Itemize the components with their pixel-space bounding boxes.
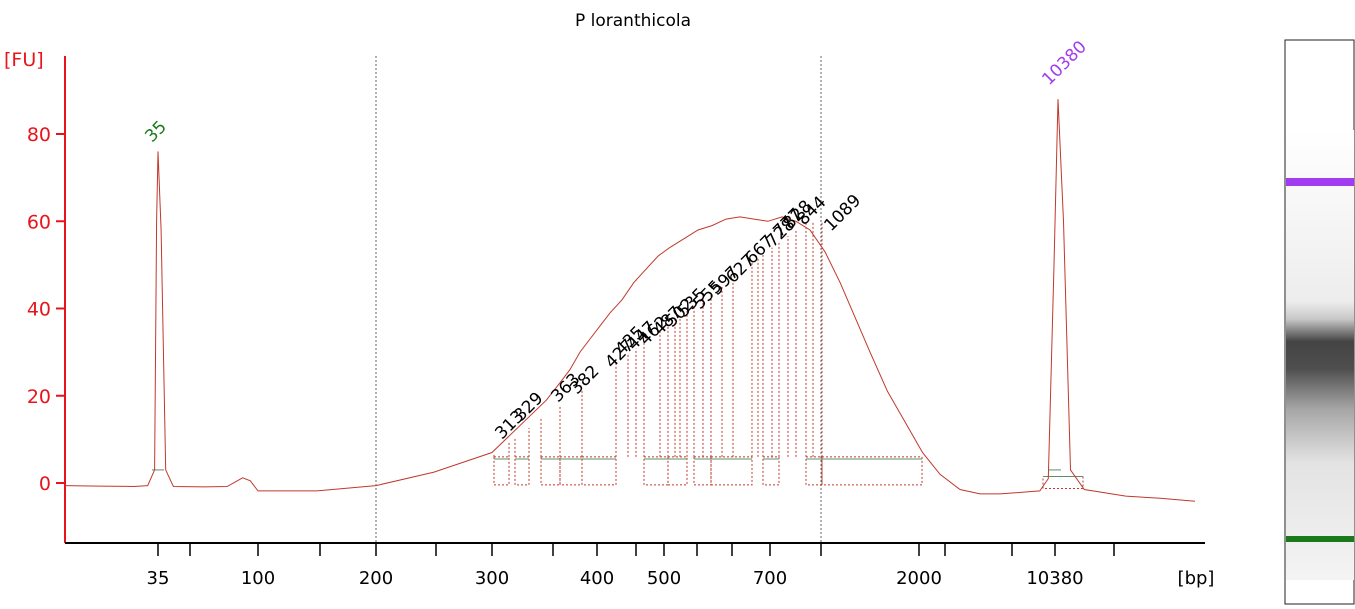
- fraction-box: [762, 456, 780, 486]
- fraction-box: [514, 456, 530, 486]
- fraction-box: [693, 456, 712, 486]
- x-tick-label: 10380: [1026, 568, 1083, 589]
- fraction-box: [540, 456, 561, 486]
- fraction-box: [821, 456, 923, 486]
- chart-title: P loranthicola: [575, 11, 691, 31]
- y-axis-label: [FU]: [4, 49, 44, 71]
- fraction-box: [710, 456, 753, 486]
- fraction-box: [805, 456, 823, 486]
- fraction-box: [581, 456, 617, 486]
- y-tick-label: 60: [27, 211, 51, 233]
- trace-line: [64, 99, 1196, 502]
- y-tick-label: 80: [27, 124, 51, 146]
- gel-band-lower-marker: [1286, 536, 1354, 542]
- fraction-markers: [493, 221, 923, 486]
- gel-lane: [1284, 39, 1355, 605]
- fraction-box: [643, 456, 669, 486]
- x-tick-label: 100: [241, 568, 275, 589]
- gel-band-upper-marker: [1286, 178, 1354, 186]
- gel-smear: [1286, 130, 1354, 580]
- x-axis-label: [bp]: [1178, 568, 1215, 589]
- marker-peak-label: 35: [141, 117, 170, 146]
- fraction-box: [667, 456, 688, 486]
- y-tick-label: 20: [27, 386, 51, 408]
- x-tick-label: 35: [147, 568, 170, 589]
- x-tick-label: 300: [475, 568, 509, 589]
- fraction-box: [559, 456, 583, 486]
- marker-peak-label: 10380: [1038, 37, 1090, 89]
- fraction-box: [493, 456, 510, 486]
- peak-labels: 3133293633824274354474624875025355555976…: [491, 191, 865, 444]
- x-tick-label: 500: [647, 568, 681, 589]
- x-tick-label: 400: [580, 568, 614, 589]
- axes: [FU] 0 20 40 60 80 35 100 200 300 400 500 700 2000 103…: [4, 49, 1214, 589]
- x-tick-label: 2000: [896, 568, 942, 589]
- peak-label: 1089: [820, 191, 865, 236]
- x-tick-label: 200: [359, 568, 393, 589]
- marker-region: [1042, 475, 1084, 489]
- y-tick-label: 0: [39, 473, 51, 495]
- y-tick-label: 40: [27, 299, 51, 321]
- x-tick-label: 700: [753, 568, 787, 589]
